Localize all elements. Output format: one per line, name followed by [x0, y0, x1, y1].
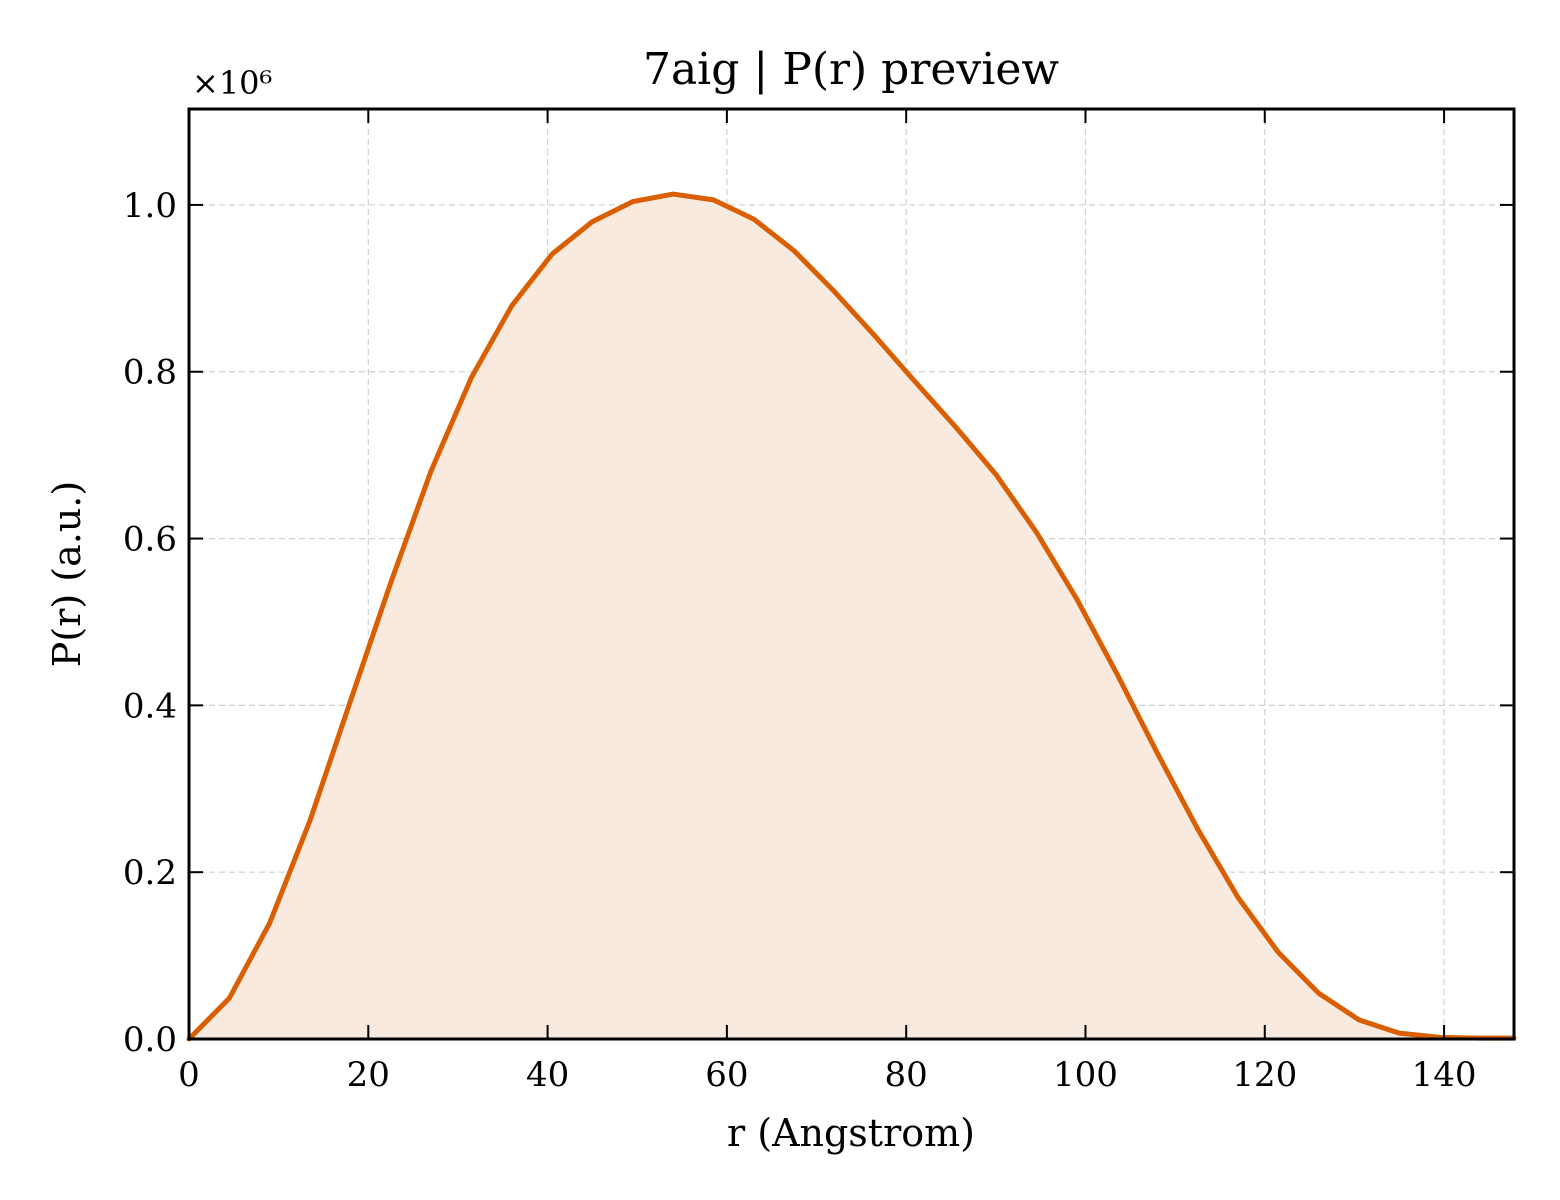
area-layer	[189, 194, 1514, 1039]
chart-title: 7aig | P(r) preview	[643, 44, 1059, 95]
y-tick-label: 0.2	[123, 853, 177, 893]
plot-frame	[187, 107, 1516, 1041]
x-tick-label: 20	[347, 1055, 390, 1095]
series-line	[186, 191, 1517, 1042]
x-tick-label: 60	[705, 1055, 748, 1095]
x-tick-label: 80	[885, 1055, 928, 1095]
y-axis-scale-label: ×10⁶	[192, 64, 272, 102]
y-tick-label: 0.4	[123, 686, 177, 726]
x-tick-label: 0	[178, 1055, 200, 1095]
x-tick-label: 100	[1053, 1055, 1118, 1095]
y-tick-label: 0.0	[123, 1020, 177, 1060]
x-axis-label: r (Angstrom)	[727, 1111, 975, 1155]
line-layer	[186, 191, 1517, 1042]
y-tick-label: 1.0	[123, 186, 177, 226]
y-axis-label: P(r) (a.u.)	[45, 481, 89, 667]
x-tick-label: 40	[526, 1055, 569, 1095]
y-tick-label: 0.6	[123, 520, 177, 560]
series-area	[189, 194, 1514, 1039]
tick-layer: 0 20 40 60 80 100 120 140 0.0 0.2 0.4 0.6 0.8 1.0	[123, 109, 1514, 1095]
y-tick-label: 0.8	[123, 353, 177, 393]
x-tick-label: 140	[1412, 1055, 1477, 1095]
x-tick-label: 120	[1232, 1055, 1297, 1095]
